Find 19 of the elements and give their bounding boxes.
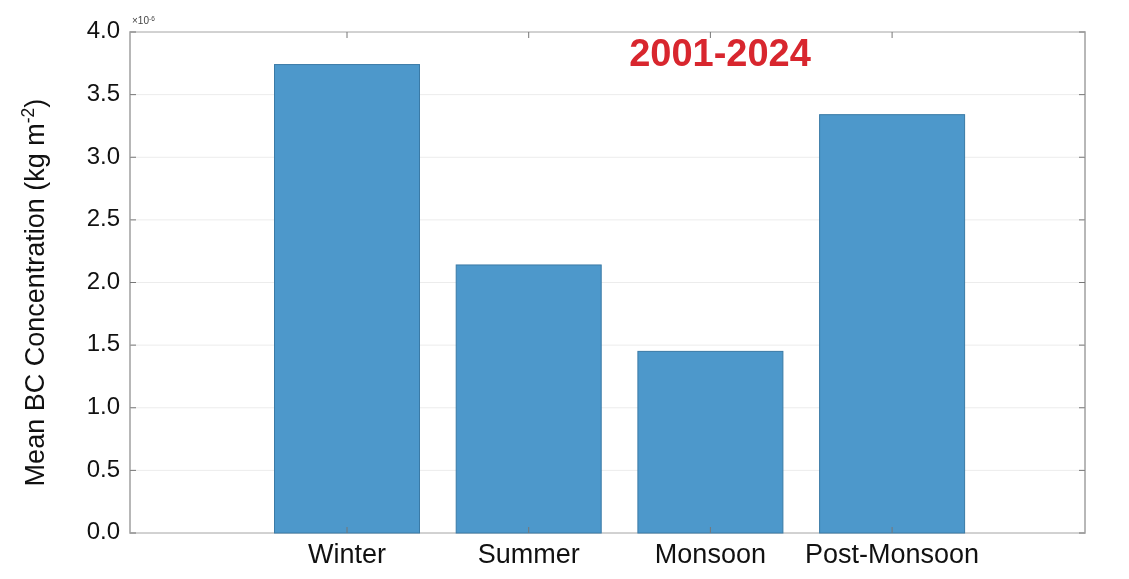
x-tick-label: Winter — [307, 539, 387, 569]
bar — [455, 264, 602, 534]
y-tick-label: 0.0 — [86, 517, 120, 545]
bar — [274, 64, 420, 534]
chart-title: 2001-2024 — [629, 32, 811, 74]
y-tick-label: 3.5 — [86, 78, 120, 106]
x-tick-label: Monsoon — [654, 539, 766, 569]
y-tick-label: 1.0 — [86, 392, 120, 420]
bar — [819, 114, 966, 534]
y-tick-label: 1.5 — [86, 329, 120, 357]
y-tick-label: 2.5 — [86, 204, 120, 232]
text: ×10$^{-6}$ — [132, 14, 156, 26]
x-tick-label: Summer — [477, 539, 580, 569]
y-tick-label: 0.5 — [86, 454, 120, 482]
y-tick-label: 3.0 — [86, 141, 120, 169]
x-tick-label: Post-Monsoon — [805, 539, 980, 569]
y-tick-label: 2.0 — [86, 266, 120, 294]
bar — [637, 350, 784, 534]
y-tick-label: 4.0 — [86, 16, 120, 44]
